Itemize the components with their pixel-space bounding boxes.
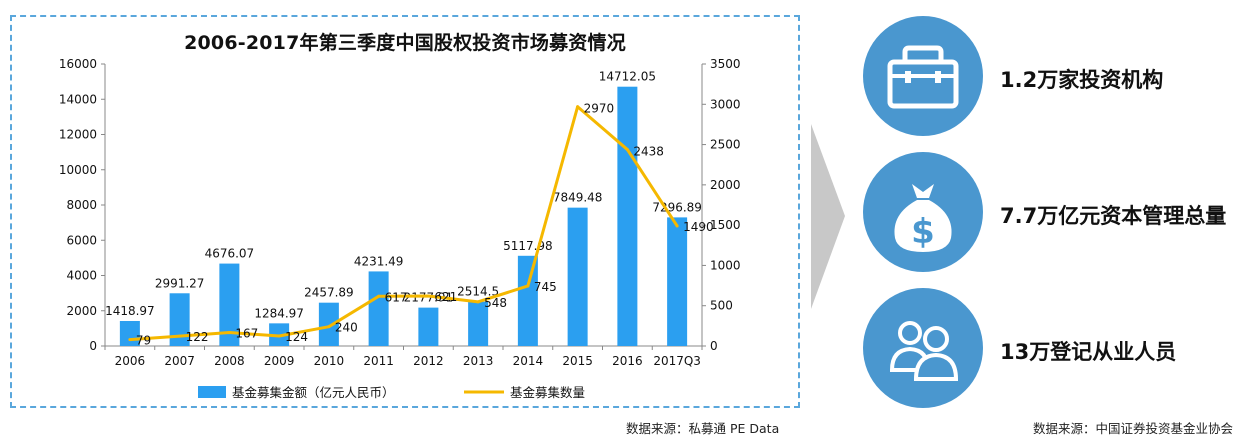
line-value-label: 124 — [285, 330, 308, 344]
line-point — [576, 105, 580, 109]
bar-value-label: 14712.05 — [599, 70, 656, 84]
line-value-label: 79 — [136, 334, 151, 348]
bar — [368, 271, 389, 346]
bar-value-label: 2177.91 — [404, 291, 454, 305]
line-point — [675, 224, 679, 228]
bar-value-label: 2457.89 — [304, 286, 354, 300]
y-right-tick-label: 1000 — [710, 258, 741, 272]
line-point — [526, 284, 530, 288]
svg-text:$: $ — [911, 212, 935, 252]
chart-panel: 2006-2017年第三季度中国股权投资市场募资情况 0 2000 4000 6000… — [10, 15, 800, 408]
bar-value-label: 1284.97 — [254, 306, 304, 320]
line-point — [227, 331, 231, 335]
y-right-tick-label: 0 — [710, 339, 718, 353]
bar — [318, 302, 339, 346]
bar-value-label: 5117.98 — [503, 239, 553, 253]
line-value-label: 2438 — [633, 145, 664, 159]
y-left-tick-label: 2000 — [66, 304, 97, 318]
money-bag-icon: $ — [894, 184, 952, 252]
bar-value-label: 1418.97 — [105, 304, 155, 318]
x-tick-label: 2013 — [463, 354, 494, 368]
line-value-label: 1490 — [683, 220, 714, 234]
line-point — [625, 148, 629, 152]
line-value-label: 745 — [534, 280, 557, 294]
stat-label-practitioners: 13万登记从业人员 — [1000, 340, 1177, 364]
bar — [468, 301, 489, 346]
line-point — [327, 325, 331, 329]
line-value-label: 548 — [484, 296, 507, 310]
line-series — [129, 105, 679, 342]
line-point — [426, 294, 430, 298]
stats-source: 数据来源：中国证券投资基金业协会 — [1033, 421, 1234, 436]
x-tick-label: 2012 — [413, 354, 444, 368]
line-value-label: 167 — [235, 327, 258, 341]
x-tick-label: 2017Q3 — [653, 354, 701, 368]
line-value-label: 240 — [335, 321, 358, 335]
x-tick-label: 2014 — [513, 354, 544, 368]
x-tick-label: 2011 — [363, 354, 394, 368]
x-tick-label: 2016 — [612, 354, 643, 368]
bar-value-label: 2991.27 — [155, 276, 205, 290]
line-point — [476, 300, 480, 304]
y-left-tick-label: 6000 — [66, 233, 97, 247]
stat-label-institutions: 1.2万家投资机构 — [1000, 68, 1164, 92]
bar — [667, 217, 688, 346]
line-value-label: 621 — [434, 290, 457, 304]
y-left-tick-label: 4000 — [66, 269, 97, 283]
stat-label-capital: 7.7万亿元资本管理总量 — [1000, 204, 1227, 228]
bar — [219, 263, 240, 346]
y-left-tick-label: 12000 — [59, 128, 97, 142]
chart-source: 数据来源：私募通 PE Data — [626, 421, 780, 436]
y-left-tick-label: 10000 — [59, 163, 97, 177]
bar — [418, 307, 439, 346]
people-icon — [889, 321, 959, 381]
line-point — [377, 294, 381, 298]
y-left-tick-label: 16000 — [59, 57, 97, 71]
y-left-tick-label: 14000 — [59, 92, 97, 106]
x-tick-label: 2008 — [214, 354, 245, 368]
legend-line-label: 基金募集数量 — [510, 385, 585, 400]
stat-circle-institutions — [863, 16, 983, 136]
bar — [617, 86, 638, 346]
stat-circle-practitioners — [863, 288, 983, 408]
bar-value-label: 7296.89 — [652, 200, 702, 214]
y-right-tick-label: 500 — [710, 299, 733, 313]
y-left-tick-label: 0 — [89, 339, 97, 353]
y-left-tick-label: 8000 — [66, 198, 97, 212]
line-value-label: 2970 — [584, 102, 615, 116]
legend-bar-swatch — [198, 386, 226, 398]
arrow-chevron-icon — [805, 124, 851, 313]
legend-bar-label: 基金募集金额（亿元人民币） — [232, 385, 395, 400]
bar-value-label: 7849.48 — [553, 191, 603, 205]
y-right-tick-label: 3500 — [710, 57, 741, 71]
line-value-label: 122 — [186, 330, 209, 344]
y-right-tick-label: 1500 — [710, 218, 741, 232]
y-right-tick-label: 3000 — [710, 97, 741, 111]
bar-value-label: 4231.49 — [354, 254, 404, 268]
bar-value-label: 2514.5 — [457, 285, 499, 299]
line-point — [178, 334, 182, 338]
chart-svg: 0 2000 4000 6000 8000 10000 12000 14000 16000 0 50… — [59, 57, 741, 400]
y-right-tick-label: 2000 — [710, 178, 741, 192]
x-tick-label: 2007 — [164, 354, 195, 368]
x-tick-label: 2006 — [115, 354, 146, 368]
y-right-tick-label: 2500 — [710, 138, 741, 152]
bar — [517, 255, 538, 346]
x-tick-label: 2015 — [562, 354, 593, 368]
bar-value-label: 4676.07 — [205, 247, 255, 261]
x-tick-label: 2010 — [314, 354, 345, 368]
bar — [567, 207, 588, 346]
line-point — [277, 334, 281, 338]
line-point — [128, 338, 132, 342]
line-value-label: 617 — [385, 290, 408, 304]
briefcase-icon — [887, 45, 959, 109]
stat-circle-capital: $ — [863, 152, 983, 272]
chart-title: 2006-2017年第三季度中国股权投资市场募资情况 — [184, 32, 626, 54]
bar — [169, 293, 190, 346]
x-tick-label: 2009 — [264, 354, 295, 368]
